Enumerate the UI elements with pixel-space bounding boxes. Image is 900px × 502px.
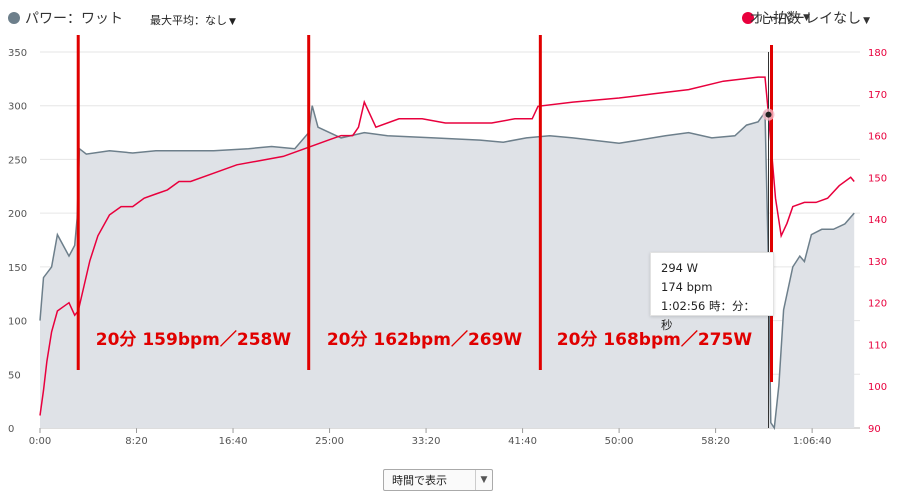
y-left-tick-label: 150	[8, 263, 27, 274]
hover-tooltip: 294 W 174 bpm 1:02:56 時：分：秒	[650, 252, 774, 332]
power-legend[interactable]: パワー：ワット	[8, 8, 123, 28]
x-tick-label: 1:06:40	[793, 436, 832, 447]
y-left-tick-label: 300	[8, 102, 27, 113]
chevron-down-icon: ▼	[229, 17, 236, 27]
max-average-dropdown[interactable]: 最大平均：なし ▼	[150, 12, 236, 28]
x-axis-mode-select[interactable]: 時間で表示 ▼	[383, 469, 493, 491]
overlay-label: オーバーレイなし	[749, 11, 862, 27]
y-right-tick-label: 160	[868, 132, 887, 143]
segment-layer: 20分 159bpm／258W 20分 162bpm／269W 20分 168bpm…	[76, 35, 774, 382]
x-tick-label: 25:00	[315, 436, 344, 447]
x-tick-label: 58:20	[701, 436, 730, 447]
power-legend-label: パワー：ワット	[25, 11, 123, 27]
power-area	[40, 105, 855, 428]
series-layer	[39, 76, 855, 431]
max-average-label: 最大平均：なし	[150, 14, 227, 27]
tooltip-hr: 174 bpm	[661, 280, 713, 294]
power-legend-dot	[8, 12, 20, 24]
hr-line	[39, 76, 855, 416]
x-tick-label: 41:40	[508, 436, 537, 447]
y-right-tick-label: 100	[868, 382, 887, 393]
y-right-tick-label: 150	[868, 173, 887, 184]
y-right-tick-label: 180	[868, 48, 887, 59]
y-left-tick-label: 200	[8, 209, 27, 220]
tooltip-power: 294 W	[661, 261, 698, 275]
overlay-dropdown[interactable]: オーバーレイなし ▼	[749, 8, 870, 28]
hover-dot	[765, 111, 772, 118]
y-right-tick-label: 140	[868, 215, 887, 226]
y-left-tick-label: 100	[8, 317, 27, 328]
tooltip-time: 1:02:56 時：分：秒	[661, 299, 755, 332]
y-right-tick-label: 120	[868, 299, 887, 310]
y-right-tick-label: 90	[868, 424, 881, 435]
segment-label: 20分 159bpm／258W	[96, 329, 292, 350]
hr-legend-label: 心拍数	[759, 11, 802, 27]
x-axis-mode-value: 時間で表示	[392, 474, 447, 487]
power-line	[39, 105, 855, 431]
chevron-down-icon: ▼	[863, 16, 870, 26]
x-tick-label: 0:00	[29, 436, 51, 447]
y-left-tick-label: 350	[8, 48, 27, 59]
hr-legend[interactable]: 心拍数 ▼	[742, 8, 810, 28]
chevron-down-icon: ▼	[803, 13, 810, 23]
y-left-tick-label: 0	[8, 424, 14, 435]
x-tick-label: 8:20	[125, 436, 147, 447]
y-right-tick-label: 110	[868, 340, 887, 351]
x-tick-label: 33:20	[412, 436, 441, 447]
y-right-tick-label: 170	[868, 90, 887, 101]
segment-label: 20分 162bpm／269W	[327, 329, 523, 350]
x-tick-label: 16:40	[219, 436, 248, 447]
y-right-tick-label: 130	[868, 257, 887, 268]
hr-legend-dot	[742, 12, 755, 24]
y-left-tick-label: 250	[8, 155, 27, 166]
hover-marker	[762, 52, 775, 428]
chevron-down-icon: ▼	[475, 470, 492, 490]
segment-label: 20分 168bpm／275W	[557, 329, 753, 350]
y-left-tick-label: 50	[8, 370, 21, 381]
x-tick-label: 50:00	[605, 436, 634, 447]
